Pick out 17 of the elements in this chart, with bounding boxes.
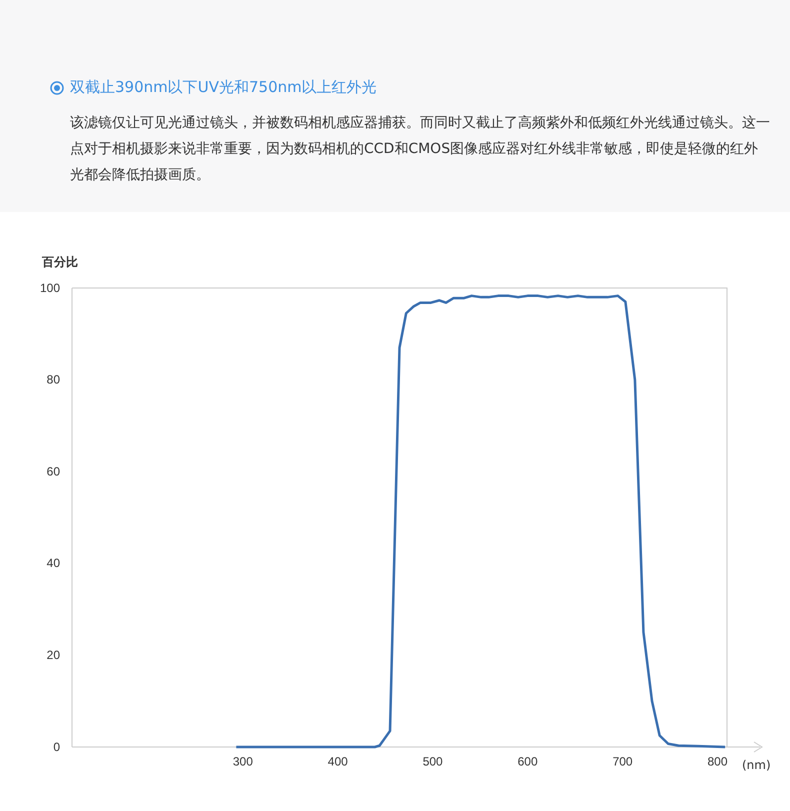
y-tick-label: 80 — [46, 372, 60, 387]
y-tick-label: 20 — [46, 648, 60, 662]
x-tick-label: 600 — [518, 754, 538, 769]
y-axis-title: 百分比 — [41, 255, 78, 269]
x-tick-label: 700 — [612, 754, 633, 769]
chart-title: 双截止390nm以下UV光和750nm以上红外光 — [70, 78, 377, 97]
chart-subtitle: 该滤镜仅让可见光通过镜头，并被数码相机感应器捕获。而同时又截止了高频紫外和低频红外光线通过镜头。这一点对于相机摄影来说非常重要，因为数码相机的CCD和CMOS图像感应器对红外线非常敏感，即使是轻微的红外光都会降低拍摄画质。 — [70, 114, 770, 185]
y-tick-label: 0 — [53, 740, 60, 754]
y-tick-label: 60 — [46, 464, 60, 478]
line-series — [234, 294, 726, 748]
x-tick-label: 500 — [422, 754, 444, 769]
x-axis-title: (nm) — [742, 758, 771, 772]
y-tick-label: 40 — [46, 556, 60, 570]
x-tick-label: 300 — [232, 754, 254, 769]
x-tick-label: 800 — [707, 754, 728, 769]
y-tick-label: 100 — [40, 280, 60, 295]
x-tick-label: 400 — [328, 754, 348, 769]
